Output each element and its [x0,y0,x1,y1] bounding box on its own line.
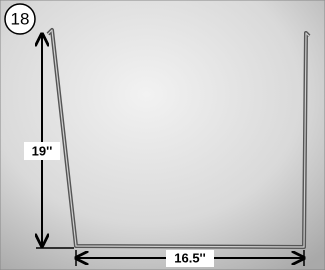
width-label: 16.5'' [174,250,205,265]
backdrop [0,0,325,270]
photo: 18 19'' 16.5'' [0,0,325,270]
height-label: 19'' [32,143,53,158]
page: 18 19'' 16.5'' (() => { const data = JSO… [0,0,325,270]
step-number: 18 [11,9,30,28]
